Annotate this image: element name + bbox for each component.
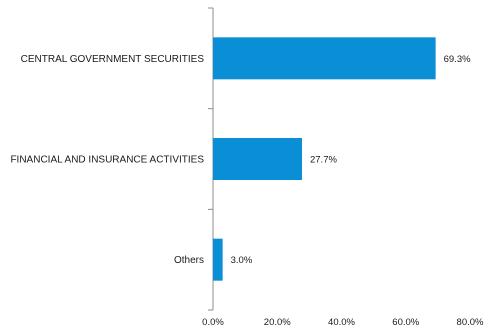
category-label: CENTRAL GOVERNMENT SECURITIES	[21, 54, 205, 65]
bar	[213, 138, 302, 180]
labels: 0.0% 20.0% 40.0% 60.0% 80.0% CENTRAL GOVERNME…	[10, 54, 484, 328]
bar	[213, 37, 436, 80]
axes	[208, 7, 214, 311]
x-tick-label: 80.0%	[457, 317, 484, 328]
x-tick-label: 60.0%	[392, 317, 419, 328]
bar	[213, 238, 223, 281]
data-label: 3.0%	[231, 255, 253, 266]
x-tick-label: 0.0%	[202, 317, 224, 328]
category-label: Others	[174, 255, 204, 266]
x-tick-label: 40.0%	[328, 317, 355, 328]
category-label: FINANCIAL AND INSURANCE ACTIVITIES	[10, 155, 204, 166]
x-tick-label: 20.0%	[264, 317, 291, 328]
data-label: 69.3%	[444, 54, 471, 65]
bars	[213, 37, 436, 281]
data-label: 27.7%	[310, 155, 337, 166]
